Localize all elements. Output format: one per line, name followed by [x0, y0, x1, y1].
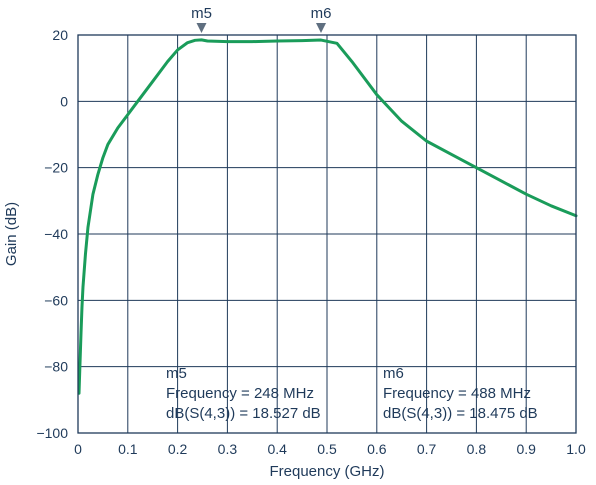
y-tick-label: −100: [36, 425, 68, 441]
y-tick-label: 20: [52, 27, 68, 43]
y-tick-label: −40: [44, 226, 68, 242]
x-tick-label: 0.1: [118, 441, 138, 457]
marker-m5-readout-title: m5: [166, 365, 187, 382]
gain-curve: [77, 38, 578, 395]
y-tick-label: −60: [44, 292, 68, 308]
x-tick-label: 0.4: [267, 441, 287, 457]
marker-m6-label: m6: [311, 5, 332, 22]
marker-m6-readout-title: m6: [383, 365, 404, 382]
marker-m5-triangle: [196, 23, 207, 33]
x-tick-label: 0.6: [367, 441, 387, 457]
marker-m6-readout: m6 Frequency = 488 MHz dB(S(4,3)) = 18.4…: [383, 365, 538, 422]
marker-m5-readout: m5 Frequency = 248 MHz dB(S(4,3)) = 18.5…: [166, 365, 321, 422]
y-tick-label: −80: [44, 359, 68, 375]
marker-m6-readout-frequency: Frequency = 488 MHz: [383, 385, 531, 402]
curve-layer: [77, 38, 578, 395]
x-tick-label: 0.7: [417, 441, 437, 457]
marker-m6-triangle: [316, 23, 326, 33]
x-tick-label: 1.0: [566, 441, 586, 457]
y-axis-title: Gain (dB): [3, 202, 20, 266]
x-tick-label: 0: [74, 441, 82, 457]
plot-frame: [77, 34, 577, 434]
marker-layer: m5 m6: [191, 5, 331, 33]
marker-m5-readout-frequency: Frequency = 248 MHz: [166, 385, 314, 402]
x-tick-label: 0.9: [516, 441, 536, 457]
y-tick-labels: −100 −80 −60 −40 −20 0 20: [36, 27, 68, 441]
y-tick-label: 0: [60, 93, 68, 109]
x-tick-label: 0.3: [218, 441, 238, 457]
grid-lines: [78, 35, 576, 433]
x-tick-label: 0.2: [168, 441, 188, 457]
marker-m6-readout-gain: dB(S(4,3)) = 18.475 dB: [383, 405, 538, 422]
marker-m5-label: m5: [191, 5, 212, 22]
y-tick-label: −20: [44, 160, 68, 176]
x-tick-label: 0.5: [317, 441, 337, 457]
marker-m5-readout-gain: dB(S(4,3)) = 18.527 dB: [166, 405, 321, 422]
x-tick-label: 0.8: [467, 441, 487, 457]
x-axis-title: Frequency (GHz): [269, 463, 384, 480]
x-tick-labels: 0 0.1 0.2 0.3 0.4 0.5 0.6 0.7 0.8 0.9 1.0: [74, 441, 586, 457]
